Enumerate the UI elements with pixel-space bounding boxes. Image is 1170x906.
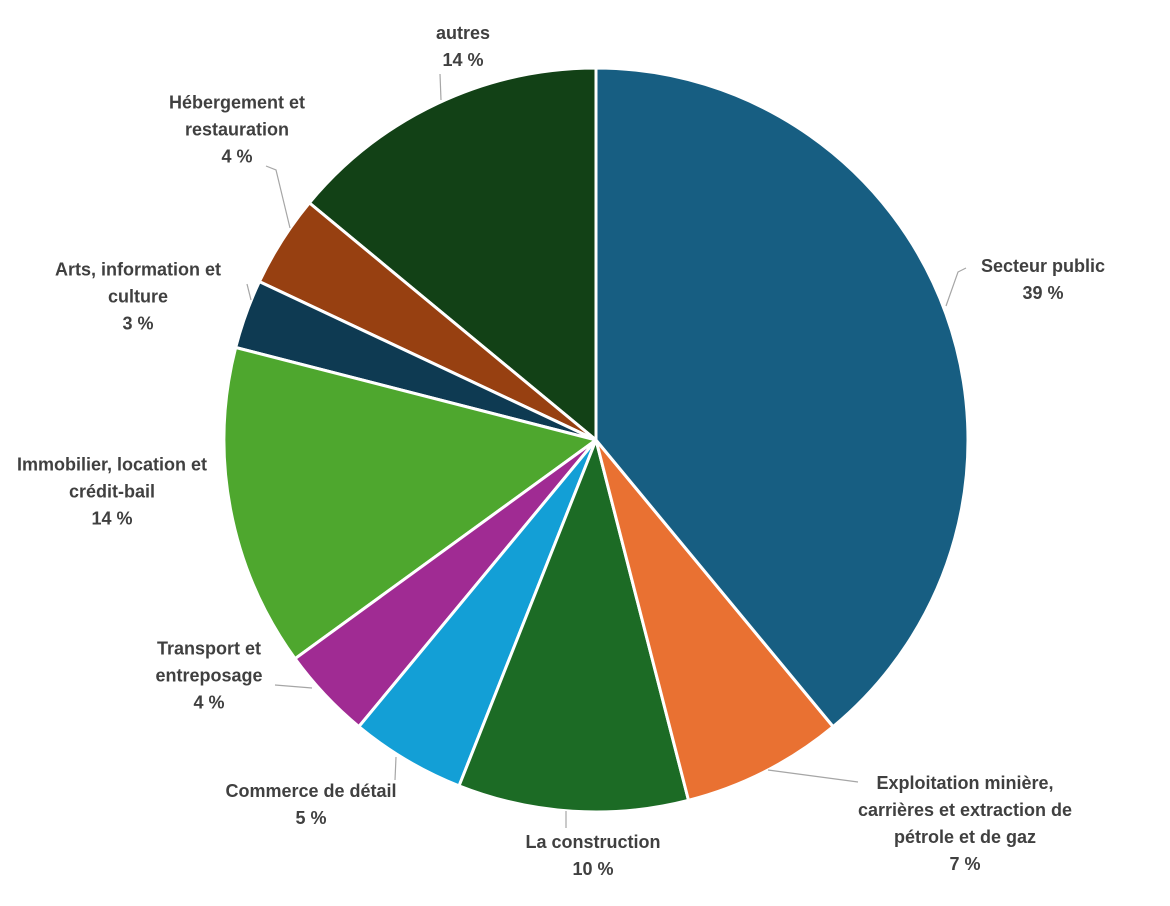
data-label: Arts, information et culture 3 % bbox=[31, 257, 246, 338]
category-label: Hébergement et restauration bbox=[168, 92, 306, 140]
data-label: Hébergement et restauration 4 % bbox=[145, 90, 330, 171]
category-label: Arts, information et culture bbox=[54, 259, 221, 307]
pie-slice bbox=[457, 438, 691, 814]
leader-line bbox=[394, 756, 397, 781]
value-label: 5 % bbox=[295, 808, 327, 828]
pie-slice bbox=[222, 345, 598, 661]
category-label: Transport et entreposage bbox=[155, 638, 263, 686]
leader-line bbox=[767, 769, 859, 783]
value-label: 39 % bbox=[1022, 283, 1064, 303]
leader-line bbox=[945, 267, 967, 307]
value-label: 14 % bbox=[442, 50, 484, 70]
data-label: Commerce de détail 5 % bbox=[196, 778, 426, 832]
data-label: La construction 10 % bbox=[493, 829, 693, 883]
value-label: 14 % bbox=[91, 508, 133, 529]
value-label: 10 % bbox=[572, 859, 614, 879]
leader-line bbox=[274, 684, 313, 689]
pie-slice bbox=[594, 438, 835, 802]
category-label: Commerce de détail bbox=[225, 781, 397, 801]
value-label: 3 % bbox=[122, 313, 154, 334]
leader-line bbox=[246, 283, 252, 301]
leader-line bbox=[265, 165, 291, 229]
pie-slice bbox=[307, 66, 598, 442]
pie-slice bbox=[594, 66, 970, 729]
data-label: Exploitation minière, carrières et extra… bbox=[840, 770, 1090, 878]
value-label: 4 % bbox=[193, 692, 225, 713]
category-label: Immobilier, location et crédit-bail bbox=[16, 454, 208, 502]
category-label: Secteur public bbox=[980, 256, 1106, 276]
category-label: autres bbox=[435, 23, 491, 43]
data-label: Immobilier, location et crédit-bail 14 % bbox=[0, 452, 225, 533]
value-label: 7 % bbox=[949, 854, 981, 874]
category-label: Exploitation minière, carrières et extra… bbox=[857, 773, 1073, 847]
data-label: Secteur public 39 % bbox=[958, 253, 1128, 307]
leader-line bbox=[439, 73, 442, 101]
category-label: La construction bbox=[525, 832, 661, 852]
value-label: 4 % bbox=[221, 146, 253, 167]
leader-lines bbox=[246, 73, 967, 828]
data-label: Transport et entreposage 4 % bbox=[134, 636, 284, 717]
data-label: autres 14 % bbox=[408, 20, 518, 74]
